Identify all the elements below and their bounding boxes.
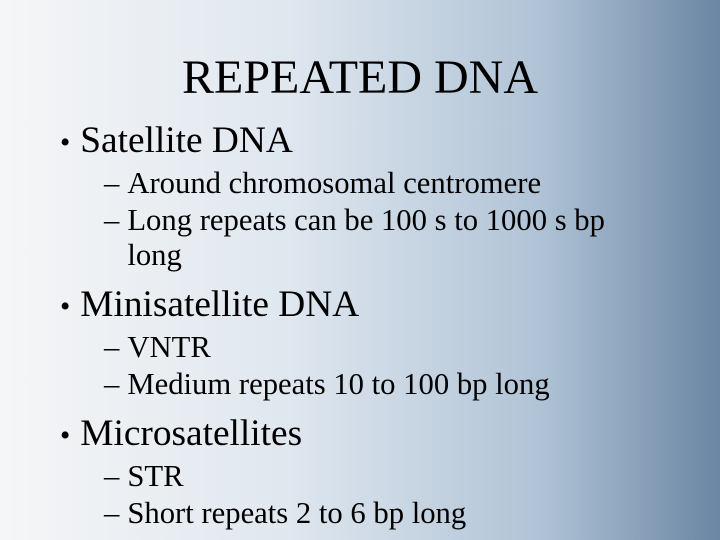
list-item-row: • Minisatellite DNA [60,283,660,326]
slide-title: REPEATED DNA [60,50,660,105]
dash-icon: – [104,459,119,494]
list-item-row: • Satellite DNA [60,119,660,162]
bullet-icon: • [60,422,70,451]
list-item: • Satellite DNA – Around chromosomal cen… [60,119,660,273]
list-subitem-label: Medium repeats 10 to 100 bp long [127,367,549,402]
list-item: – Long repeats can be 100 s to 1000 s bp… [104,203,660,273]
list-item-label: Minisatellite DNA [80,283,359,326]
list-item-row: • Microsatellites [60,412,660,455]
list-subitem-row: – Short repeats 2 to 6 bp long [104,496,660,531]
list-item: – Around chromosomal centromere [104,166,660,201]
bullet-list-level2: – VNTR – Medium repeats 10 to 100 bp lon… [60,330,660,402]
bullet-list-level2: – Around chromosomal centromere – Long r… [60,166,660,273]
list-subitem-label: STR [127,459,183,494]
list-item-label: Satellite DNA [80,119,293,162]
bullet-icon: • [60,129,70,158]
bullet-icon: • [60,293,70,322]
list-item: – STR [104,459,660,494]
dash-icon: – [104,496,119,531]
list-subitem-label: Around chromosomal centromere [127,166,541,201]
list-subitem-label: Long repeats can be 100 s to 1000 s bp l… [127,203,660,273]
list-item: – Medium repeats 10 to 100 bp long [104,367,660,402]
list-item: – VNTR [104,330,660,365]
list-subitem-row: – VNTR [104,330,660,365]
list-subitem-row: – Around chromosomal centromere [104,166,660,201]
list-item-label: Microsatellites [80,412,302,455]
bullet-list-level2: – STR – Short repeats 2 to 6 bp long [60,459,660,531]
dash-icon: – [104,367,119,402]
list-item: • Microsatellites – STR – Short repeats … [60,412,660,531]
slide: REPEATED DNA • Satellite DNA – Around ch… [0,0,720,540]
list-subitem-label: Short repeats 2 to 6 bp long [127,496,466,531]
list-item: • Minisatellite DNA – VNTR – Medium repe… [60,283,660,402]
list-subitem-row: – Medium repeats 10 to 100 bp long [104,367,660,402]
dash-icon: – [104,330,119,365]
list-item: – Short repeats 2 to 6 bp long [104,496,660,531]
bullet-list-level1: • Satellite DNA – Around chromosomal cen… [60,119,660,531]
list-subitem-label: VNTR [127,330,210,365]
dash-icon: – [104,203,119,238]
list-subitem-row: – Long repeats can be 100 s to 1000 s bp… [104,203,660,273]
list-subitem-row: – STR [104,459,660,494]
dash-icon: – [104,166,119,201]
